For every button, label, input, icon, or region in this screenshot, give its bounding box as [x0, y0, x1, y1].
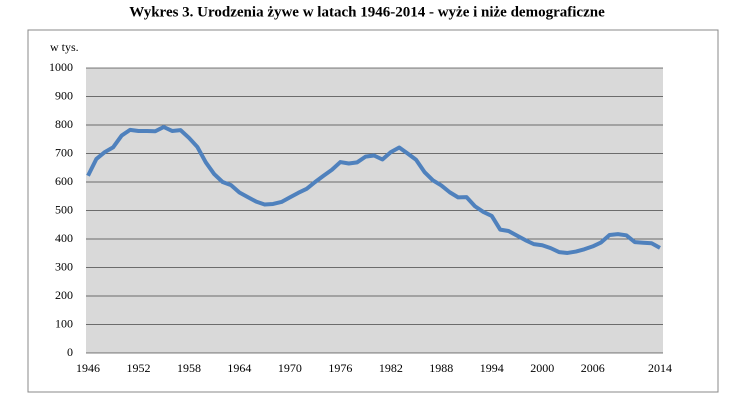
- y-tick-label: 800: [55, 117, 73, 131]
- y-tick-label: 900: [55, 88, 73, 102]
- x-tick-label: 1976: [328, 361, 352, 375]
- y-tick-label: 600: [55, 174, 73, 188]
- y-tick-label: 200: [55, 288, 73, 302]
- y-tick-label: 1000: [49, 60, 73, 74]
- y-axis-label: w tys.: [50, 40, 79, 54]
- x-tick-label: 1988: [429, 361, 453, 375]
- x-tick-label: 1994: [480, 361, 504, 375]
- x-tick-label: 2014: [648, 361, 672, 375]
- y-tick-label: 700: [55, 145, 73, 159]
- y-tick-label: 400: [55, 231, 73, 245]
- y-tick-label: 0: [67, 345, 73, 359]
- y-tick-label: 100: [55, 316, 73, 330]
- line-series: [86, 124, 661, 255]
- y-tick-label: 500: [55, 202, 73, 216]
- chart-frame: [27, 29, 719, 393]
- x-tick-label: 1970: [278, 361, 302, 375]
- x-tick-label: 1946: [76, 361, 100, 375]
- x-tick-label: 1958: [177, 361, 201, 375]
- x-tick-label: 2000: [530, 361, 554, 375]
- chart-title: Wykres 3. Urodzenia żywe w latach 1946-2…: [129, 4, 605, 20]
- y-tick-label: 300: [55, 259, 73, 273]
- x-tick-label: 2006: [581, 361, 605, 375]
- x-tick-label: 1964: [227, 361, 251, 375]
- x-tick-label: 1982: [379, 361, 403, 375]
- x-tick-label: 1952: [126, 361, 150, 375]
